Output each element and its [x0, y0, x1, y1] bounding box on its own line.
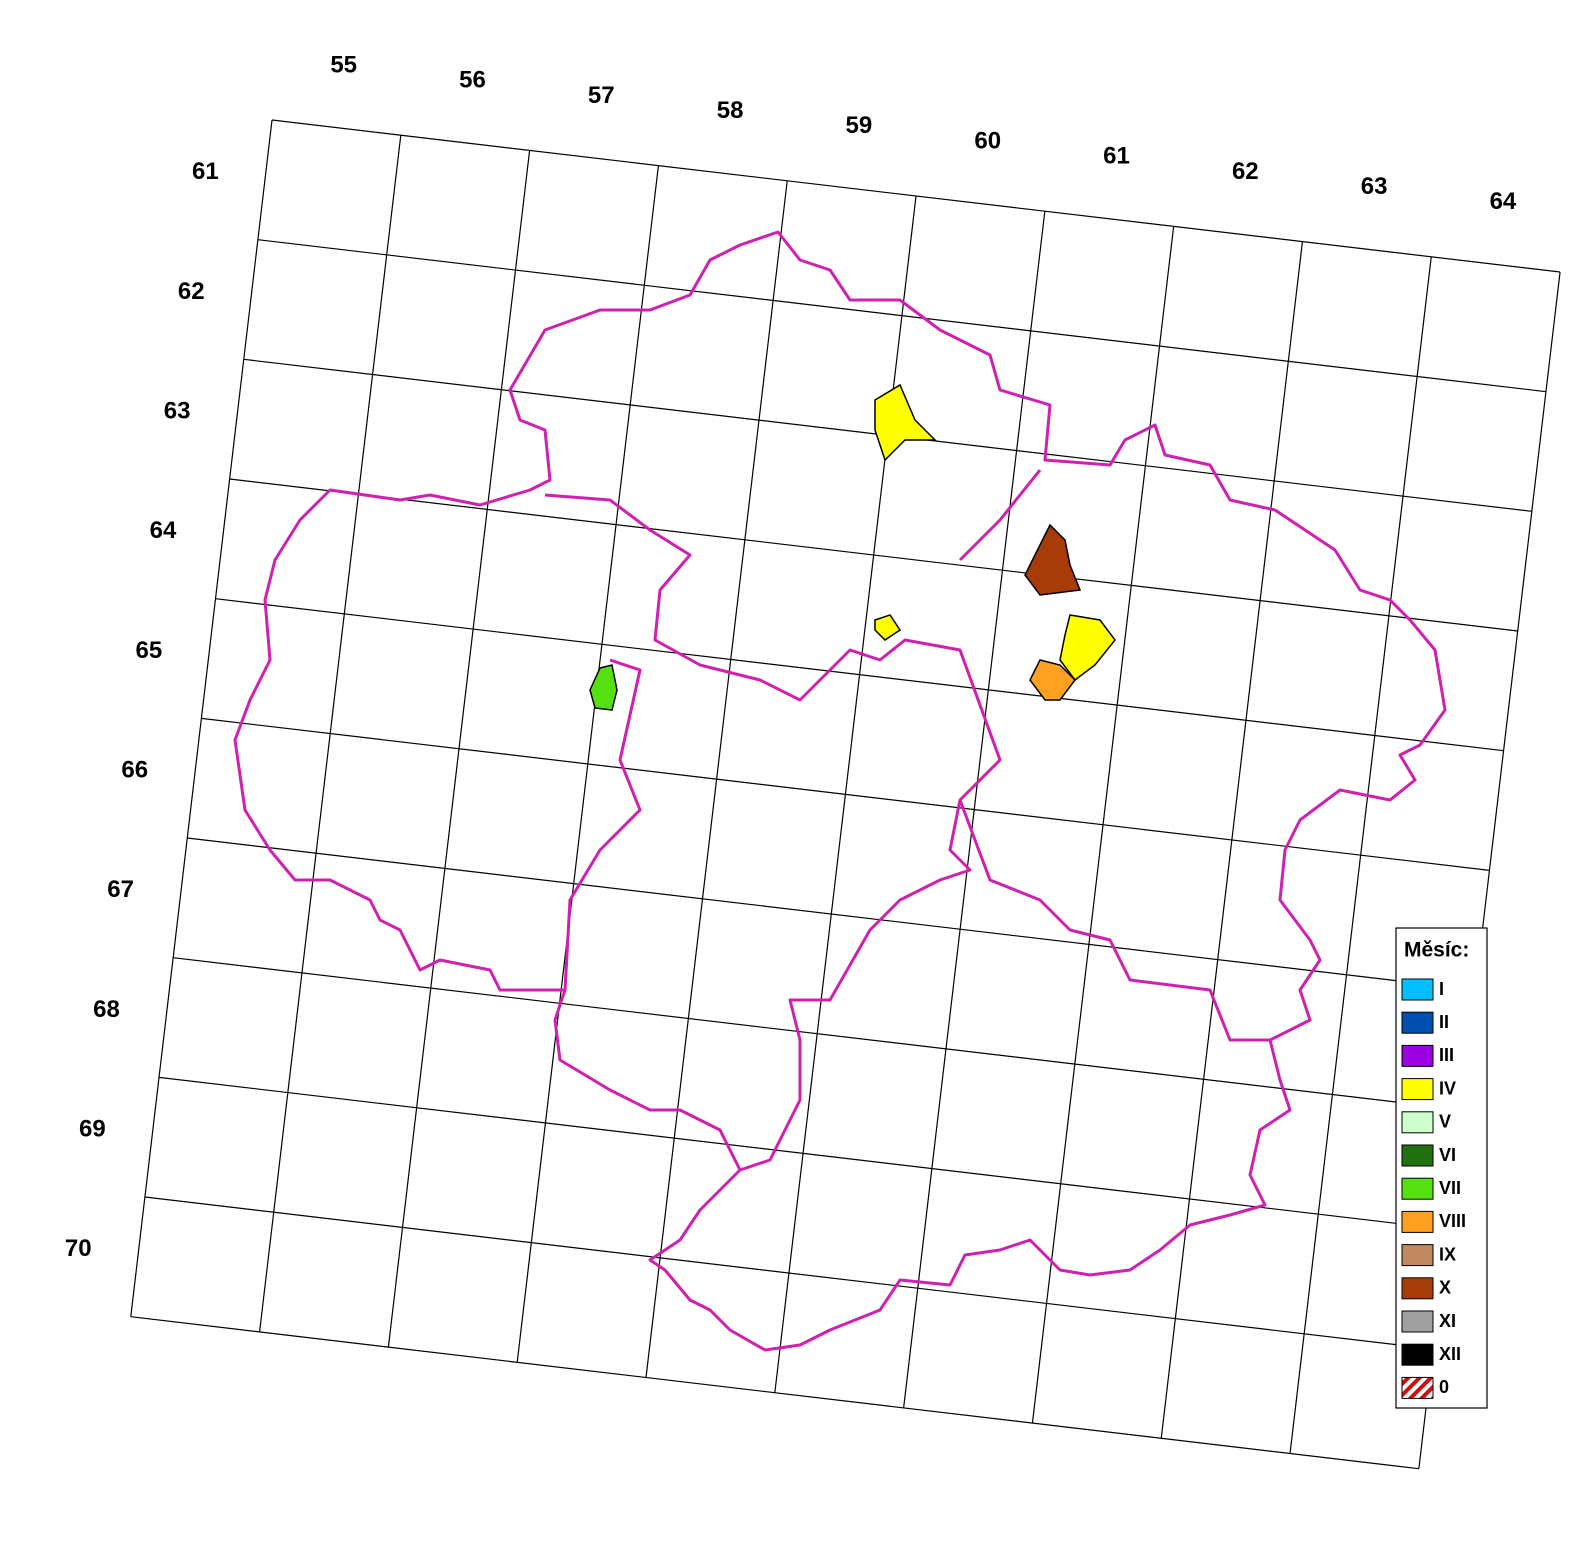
- row-label: 69: [79, 1116, 106, 1143]
- column-label: 59: [846, 112, 873, 139]
- legend-label: XI: [1439, 1311, 1456, 1331]
- legend-title: Měsíc:: [1404, 939, 1469, 962]
- legend-swatch: [1401, 1011, 1434, 1034]
- legend-label: VIII: [1439, 1211, 1466, 1231]
- legend-swatch: [1401, 1244, 1434, 1267]
- legend-swatch: [1401, 1177, 1434, 1200]
- legend-label: IX: [1439, 1244, 1456, 1264]
- legend-label: VI: [1439, 1145, 1456, 1165]
- row-label: 67: [107, 876, 134, 903]
- row-label: 63: [164, 397, 191, 424]
- column-label: 58: [717, 97, 744, 124]
- row-label: 64: [150, 517, 177, 544]
- legend-swatch: [1401, 1310, 1434, 1333]
- column-label: 56: [459, 67, 486, 94]
- grid-line: [271, 119, 1561, 273]
- region-outline: [233, 230, 1447, 1352]
- row-label: 66: [121, 756, 148, 783]
- grid-line: [158, 1076, 1448, 1230]
- grid-line: [173, 957, 1462, 1111]
- column-label: 60: [974, 127, 1001, 154]
- column-label: 55: [330, 51, 357, 78]
- column-label: 61: [1103, 143, 1130, 170]
- legend-swatch: [1401, 1343, 1434, 1366]
- legend-swatch: [1401, 1210, 1434, 1233]
- row-label: 61: [192, 158, 219, 185]
- row-label: 68: [93, 996, 120, 1023]
- legend-swatch: [1401, 1044, 1434, 1067]
- legend-label: IV: [1439, 1078, 1456, 1098]
- column-label: 63: [1361, 173, 1388, 200]
- grid-line: [130, 1316, 1419, 1470]
- grid-line: [229, 478, 1518, 632]
- column-label: 64: [1490, 188, 1517, 215]
- row-label: 70: [65, 1235, 92, 1262]
- legend-label: VII: [1439, 1178, 1461, 1198]
- column-label: 62: [1232, 158, 1259, 185]
- row-label: 65: [136, 637, 163, 664]
- legend-label: X: [1439, 1278, 1451, 1298]
- highlighted-municipalities: [589, 383, 1116, 711]
- legend-swatch: [1401, 1144, 1434, 1167]
- grid-line: [144, 1196, 1434, 1350]
- grid-line: [215, 598, 1504, 752]
- legend-swatch: [1401, 1111, 1434, 1134]
- grid-line: [187, 837, 1476, 991]
- legend-label: II: [1439, 1012, 1449, 1032]
- grid-labels: 55 56 57 58 59 60 61 62 63 64 61 62 63 64 65 66 67 68 69 70: [65, 51, 1517, 1262]
- legend-label: XII: [1439, 1344, 1461, 1364]
- grid-line: [201, 717, 1490, 871]
- legend-label: V: [1439, 1112, 1451, 1132]
- row-label: 62: [178, 278, 205, 305]
- legend-label: III: [1439, 1045, 1454, 1065]
- legend-swatch: [1401, 978, 1434, 1001]
- grid: [130, 119, 1561, 1470]
- legend-label: 0: [1439, 1377, 1449, 1397]
- legend-swatch: [1401, 1277, 1434, 1300]
- legend-label: I: [1439, 979, 1444, 999]
- grid-line: [257, 239, 1547, 393]
- legend-swatch: [1401, 1376, 1434, 1399]
- column-label: 57: [588, 82, 615, 109]
- legend-swatch: [1401, 1078, 1434, 1101]
- district-borders: [544, 469, 1270, 1172]
